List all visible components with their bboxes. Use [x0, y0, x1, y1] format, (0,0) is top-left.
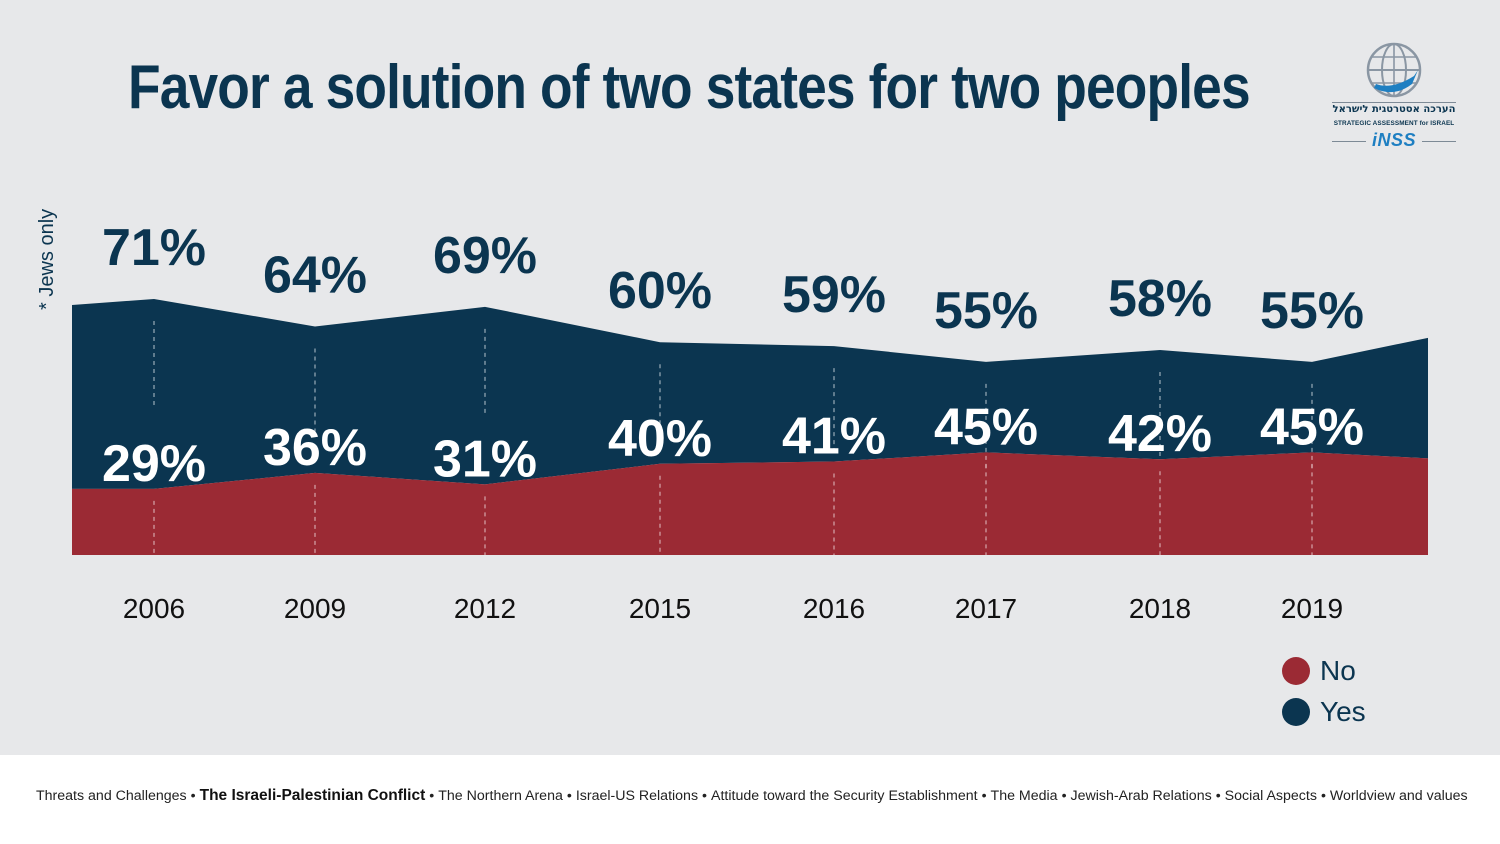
footer-nav-link[interactable]: The Media	[990, 788, 1058, 804]
area-yes	[72, 298, 1428, 489]
x-tick-label: 2006	[123, 593, 185, 624]
area-no	[72, 452, 1428, 555]
legend-swatch	[1282, 656, 1310, 685]
x-tick-label: 2016	[803, 593, 865, 624]
legend-item: No	[1282, 650, 1366, 691]
footer-nav: Threats and Challenges • The Israeli-Pales…	[0, 755, 1500, 844]
data-label-yes: 55%	[934, 282, 1038, 340]
footer-separator: •	[190, 788, 196, 804]
footer-separator: •	[1215, 788, 1221, 804]
chart-title: Favor a solution of two states for two p…	[128, 53, 1251, 122]
x-tick-label: 2019	[1281, 593, 1343, 624]
x-tick-label: 2012	[454, 593, 516, 624]
x-tick-label: 2009	[284, 593, 346, 624]
data-label-no: 31%	[433, 430, 537, 488]
data-label-yes: 64%	[263, 246, 367, 304]
x-tick-label: 2018	[1129, 593, 1191, 624]
legend: No Yes	[1282, 650, 1366, 732]
footer-separator: •	[1320, 788, 1326, 804]
data-label-yes: 55%	[1260, 282, 1364, 340]
data-label-no: 41%	[782, 408, 886, 466]
footer-separator: •	[566, 788, 572, 804]
footer-separator: •	[1061, 788, 1067, 804]
data-label-no: 45%	[934, 398, 1038, 456]
logo-hebrew-text: הערכה אסטרטגית לישראל	[1332, 104, 1456, 115]
data-label-no: 45%	[1260, 398, 1364, 456]
data-label-no: 42%	[1108, 405, 1212, 463]
legend-label: Yes	[1320, 695, 1366, 727]
footer-nav-link[interactable]: Threats and Challenges	[36, 788, 187, 804]
footer-separator: •	[981, 788, 987, 804]
footer-nav-link[interactable]: The Israeli-Palestinian Conflict	[199, 787, 426, 804]
legend-item: Yes	[1282, 691, 1366, 732]
x-tick-label: 2015	[629, 593, 691, 624]
footer-nav-link[interactable]: Israel-US Relations	[575, 788, 699, 804]
x-tick-label: 2017	[955, 593, 1017, 624]
data-label-yes: 58%	[1108, 270, 1212, 328]
footer-separator: •	[702, 788, 708, 804]
data-label-no: 36%	[263, 419, 367, 477]
legend-label: No	[1320, 654, 1356, 686]
globe-icon	[1366, 42, 1422, 98]
data-label-yes: 69%	[433, 227, 537, 285]
logo-wordmark: iNSS	[1371, 130, 1416, 150]
data-label-yes: 60%	[608, 262, 712, 320]
data-label-no: 40%	[608, 410, 712, 468]
inss-logo: הערכה אסטרטגית לישראל STRATEGIC ASSESSME…	[1328, 40, 1460, 152]
data-label-yes: 59%	[782, 266, 886, 324]
footer-nav-link[interactable]: Jewish-Arab Relations	[1070, 788, 1212, 804]
data-label-yes: 71%	[102, 219, 206, 277]
footer-nav-link[interactable]: The Northern Arena	[438, 788, 563, 804]
logo-english-text: STRATEGIC ASSESSMENT for ISRAEL	[1333, 120, 1455, 127]
footer-nav-link[interactable]: Worldview and values	[1329, 788, 1468, 804]
footer-nav-items: Threats and Challenges • The Israeli-Pales…	[36, 787, 1476, 805]
data-label-no: 29%	[102, 435, 206, 493]
legend-swatch	[1282, 697, 1310, 726]
footer-nav-link[interactable]: Social Aspects	[1224, 788, 1317, 804]
footer-separator: •	[429, 788, 435, 804]
area-chart: 71% 29% 64% 36% 69% 31% 60% 40% 59% 41% 55% 45% 58% 4…	[72, 219, 1428, 624]
footer-nav-link[interactable]: Attitude toward the Security Establishme…	[711, 788, 978, 804]
